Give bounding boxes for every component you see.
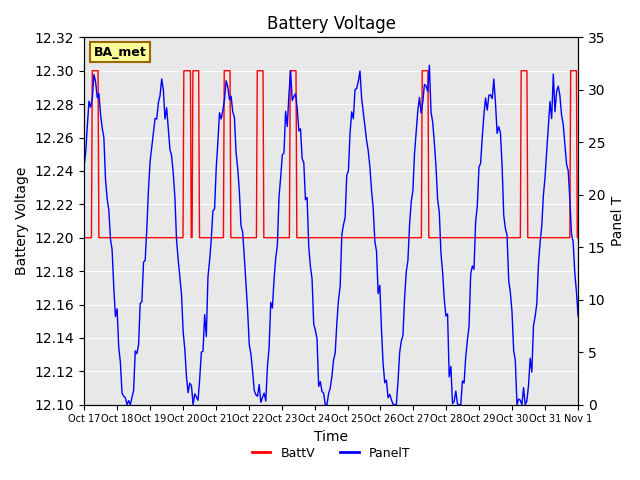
Title: Battery Voltage: Battery Voltage	[267, 15, 396, 33]
Y-axis label: Battery Voltage: Battery Voltage	[15, 167, 29, 275]
X-axis label: Time: Time	[314, 430, 348, 444]
BattV	[453, 235, 461, 240]
BattV	[208, 235, 216, 240]
PanelT	[531, 313, 539, 319]
BattV	[88, 68, 96, 73]
Y-axis label: Panel T: Panel T	[611, 196, 625, 246]
BattV	[574, 235, 582, 240]
Line: PanelT: PanelT	[84, 65, 578, 405]
PanelT	[82, 150, 90, 156]
BattV	[80, 235, 88, 240]
PanelT	[384, 395, 392, 401]
Legend: BattV, PanelT: BattV, PanelT	[246, 442, 415, 465]
BattV	[372, 235, 380, 240]
PanelT	[374, 290, 382, 296]
PanelT	[123, 402, 131, 408]
PanelT	[574, 313, 582, 319]
Line: BattV: BattV	[84, 71, 578, 238]
BattV	[168, 235, 176, 240]
PanelT	[376, 282, 383, 288]
PanelT	[80, 164, 88, 169]
BattV	[411, 235, 419, 240]
Text: BA_met: BA_met	[94, 46, 147, 59]
PanelT	[426, 62, 433, 68]
BattV	[305, 235, 312, 240]
PanelT	[500, 213, 508, 218]
